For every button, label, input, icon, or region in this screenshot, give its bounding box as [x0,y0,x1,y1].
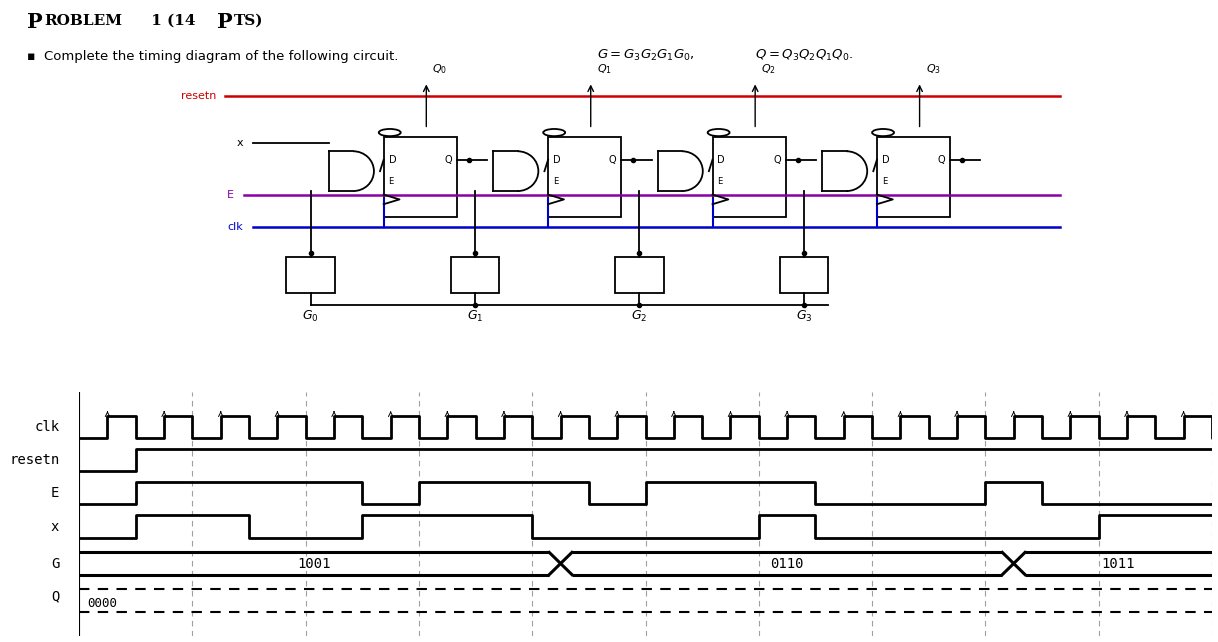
Text: Q: Q [609,155,616,164]
Text: $G_2$: $G_2$ [631,309,648,324]
Text: $Q_1$: $Q_1$ [597,62,611,76]
Text: $G_0$: $G_0$ [302,309,319,324]
Text: $G = G_3G_2G_1G_0,$: $G = G_3G_2G_1G_0,$ [597,48,694,63]
Text: $G_3$: $G_3$ [795,309,812,324]
FancyBboxPatch shape [548,137,621,217]
Text: E: E [882,177,887,186]
Text: E: E [227,190,234,200]
Text: 0000: 0000 [88,596,118,610]
Text: D: D [553,155,560,164]
Text: 0110: 0110 [770,557,804,571]
FancyBboxPatch shape [451,257,499,293]
Text: clk: clk [34,420,60,434]
Text: TS): TS) [234,14,263,28]
FancyBboxPatch shape [615,257,664,293]
Text: Q: Q [938,155,945,164]
Text: $G_1$: $G_1$ [466,309,484,324]
FancyBboxPatch shape [780,257,828,293]
Text: G: G [51,557,60,571]
Text: resetn: resetn [9,453,60,467]
Text: E: E [717,177,722,186]
Text: 1011: 1011 [1102,557,1135,571]
Text: P: P [27,12,43,32]
Text: Complete the timing diagram of the following circuit.: Complete the timing diagram of the follo… [44,50,398,63]
Text: ROBLEM: ROBLEM [44,14,122,28]
Text: $Q_0$: $Q_0$ [432,62,447,76]
Text: E: E [553,177,558,186]
Text: Q: Q [445,155,452,164]
Text: resetn: resetn [181,91,217,101]
Text: $Q_3$: $Q_3$ [926,62,940,76]
Text: x: x [51,519,60,534]
Text: 1001: 1001 [297,557,331,571]
Text: E: E [51,486,60,500]
Text: x: x [238,138,244,148]
FancyBboxPatch shape [384,137,457,217]
Text: E: E [389,177,393,186]
Text: D: D [717,155,725,164]
Circle shape [379,129,401,136]
Text: $Q = Q_3Q_2Q_1Q_0.$: $Q = Q_3Q_2Q_1Q_0.$ [755,48,854,63]
Text: ▪: ▪ [27,50,35,63]
Text: D: D [882,155,889,164]
Circle shape [543,129,565,136]
Text: clk: clk [228,222,244,232]
FancyBboxPatch shape [286,257,335,293]
Text: P: P [217,12,233,32]
Circle shape [872,129,894,136]
Circle shape [708,129,730,136]
FancyBboxPatch shape [877,137,950,217]
Text: Q: Q [773,155,781,164]
Text: $Q_2$: $Q_2$ [761,62,776,76]
Text: 1 (14: 1 (14 [146,14,201,28]
Text: D: D [389,155,396,164]
Text: Q: Q [51,589,60,603]
FancyBboxPatch shape [713,137,786,217]
